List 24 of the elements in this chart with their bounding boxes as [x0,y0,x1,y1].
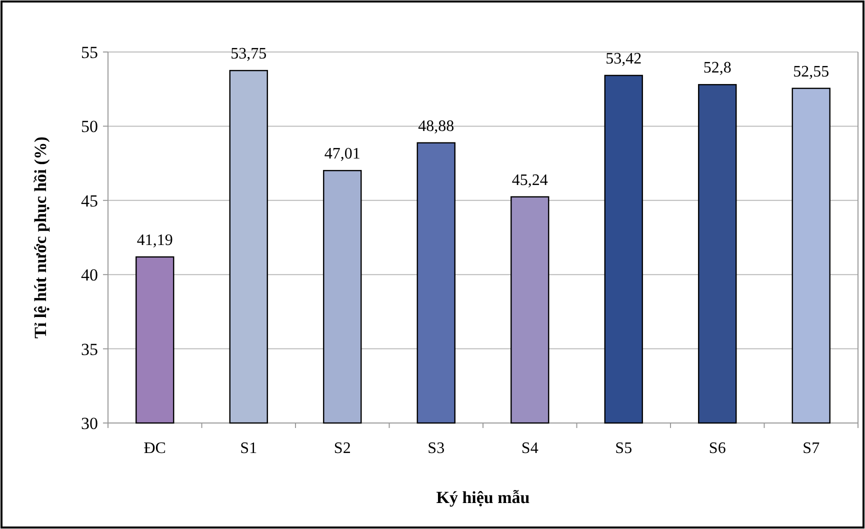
x-tick-label: S4 [521,440,538,457]
data-label: 52,8 [703,60,732,77]
y-axis-title: Tỉ lệ hút nước phục hồi (%) [31,136,50,338]
y-tick-label: 35 [81,340,98,359]
x-tick-label: S2 [334,440,351,457]
y-tick-label: 30 [81,414,98,433]
y-tick-label: 40 [81,266,98,285]
data-label: 41,19 [136,232,173,249]
x-tick-label: ĐC [144,440,166,457]
data-label: 53,42 [606,50,642,68]
x-tick-label: S7 [802,440,820,457]
x-tick-label: S3 [428,440,445,457]
data-label: 45,24 [512,172,548,189]
y-tick-label: 45 [81,191,98,210]
x-tick-label: S1 [240,440,258,457]
x-tick-label: S5 [615,440,632,457]
data-label: 48,88 [418,118,454,135]
data-label: 47,01 [324,146,360,163]
y-tick-label: 50 [81,117,98,136]
x-axis-title: Ký hiệu mẫu [436,488,530,507]
y-tick-label: 55 [81,42,98,62]
data-label: 52,55 [793,63,830,80]
x-tick-label: S6 [708,440,726,457]
data-label: 53,75 [230,46,267,63]
